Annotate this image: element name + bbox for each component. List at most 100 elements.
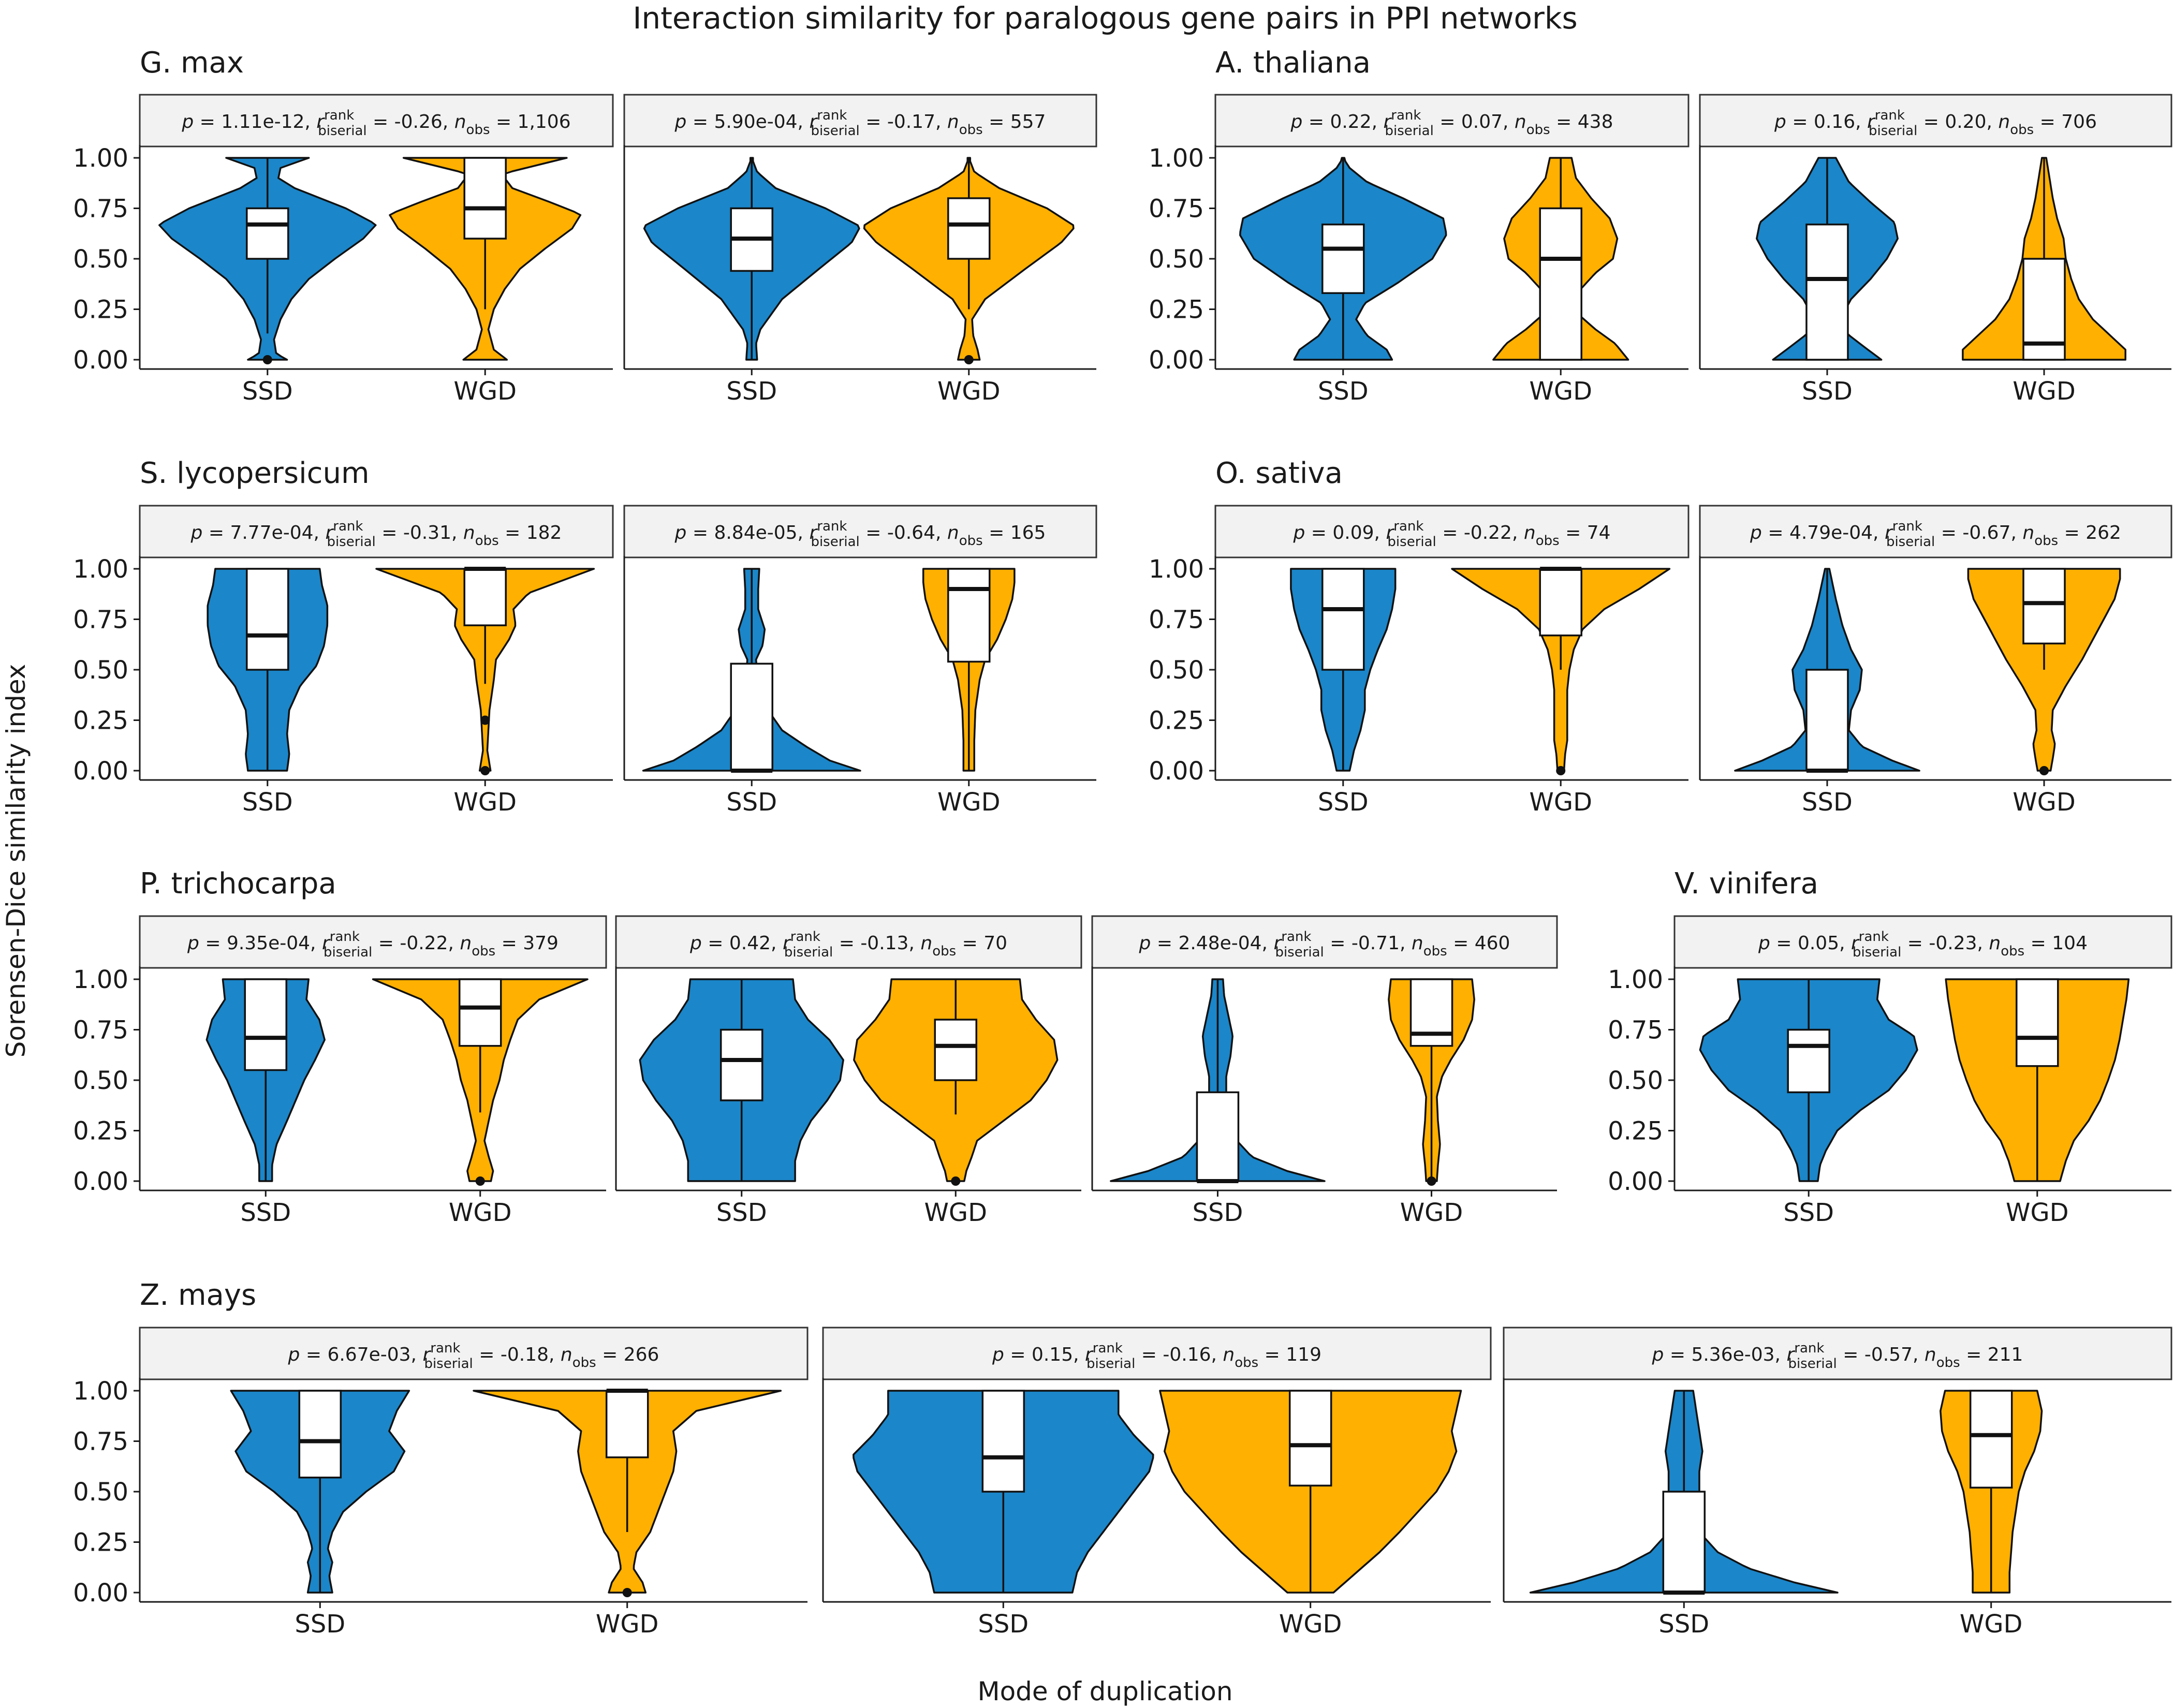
y-tick-label: 0.25 — [73, 1528, 128, 1557]
x-tick-label: WGD — [1960, 1610, 2023, 1639]
box-iqr — [607, 1391, 648, 1457]
outlier-point — [480, 766, 490, 775]
outlier-point — [480, 716, 490, 725]
x-tick-label: SSD — [1658, 1610, 1709, 1639]
box-iqr — [247, 569, 288, 670]
x-tick-label: WGD — [1529, 377, 1592, 406]
y-tick-label: 0.50 — [73, 1066, 128, 1095]
y-tick-label: 0.00 — [73, 1167, 128, 1196]
species-group: V. vinifera p = 0.05, rrank biserial = -0.… — [1608, 867, 2171, 1227]
y-tick-label: 0.00 — [73, 346, 128, 375]
y-tick-label: 0.25 — [1608, 1117, 1663, 1146]
x-tick-label: WGD — [1279, 1610, 1342, 1639]
outlier-point — [964, 355, 974, 364]
y-tick-label: 0.25 — [73, 296, 128, 325]
x-tick-label: WGD — [924, 1198, 987, 1227]
outlier-point — [476, 1176, 485, 1186]
y-tick-label: 0.25 — [1149, 706, 1204, 735]
facet-panel: p = 0.42, rrank biserial = -0.13, nobs = … — [616, 916, 1081, 1227]
x-tick-label: SSD — [716, 1198, 767, 1227]
outlier-point — [1556, 766, 1565, 775]
outlier-point — [951, 1176, 960, 1186]
y-tick-label: 1.00 — [73, 144, 128, 173]
outlier-point — [2039, 766, 2049, 775]
x-tick-label: SSD — [978, 1610, 1029, 1639]
x-tick-label: WGD — [2006, 1198, 2069, 1227]
y-tick-label: 0.25 — [1149, 296, 1204, 325]
y-tick-label: 0.75 — [1149, 195, 1204, 224]
y-tick-label: 0.00 — [1149, 757, 1204, 786]
box-iqr — [948, 198, 990, 259]
box-iqr — [247, 209, 288, 259]
species-group: A. thalianap = 0.22, rrank biserial = 0.0… — [1149, 46, 2171, 406]
box-iqr — [1971, 1391, 2012, 1488]
box-iqr — [245, 979, 286, 1070]
x-tick-label: SSD — [295, 1610, 345, 1639]
species-label: G. max — [140, 46, 244, 80]
facet-panel: p = 2.48e-04, rrank biserial = -0.71, nob… — [1092, 916, 1557, 1227]
y-tick-label: 1.00 — [73, 555, 128, 584]
box-iqr — [935, 1020, 976, 1080]
species-group: Z. mays p = 6.67e-03, rrank biserial = -0.… — [73, 1278, 2171, 1639]
x-tick-label: SSD — [726, 788, 777, 817]
x-tick-label: WGD — [1400, 1198, 1463, 1227]
y-tick-label: 0.00 — [73, 757, 128, 786]
y-tick-label: 1.00 — [73, 965, 128, 994]
box-iqr — [1663, 1492, 1705, 1593]
y-tick-label: 0.75 — [73, 606, 128, 635]
facet-panel: p = 0.09, rrank biserial = -0.22, nobs = … — [1149, 506, 1688, 817]
box-iqr — [1197, 1092, 1238, 1181]
facet-panel: p = 0.16, rrank biserial = 0.20, nobs = 7… — [1700, 95, 2171, 406]
x-tick-label: WGD — [596, 1610, 659, 1639]
species-group: G. max p = 1.11e-12, rrank biserial = -0.2… — [73, 46, 1096, 406]
y-tick-label: 0.25 — [73, 1117, 128, 1146]
x-tick-label: WGD — [937, 377, 1001, 406]
facet-panel: p = 7.77e-04, rrank biserial = -0.31, nob… — [73, 506, 613, 817]
x-tick-label: WGD — [453, 377, 517, 406]
species-label: V. vinifera — [1674, 867, 1818, 901]
species-label: Z. mays — [140, 1278, 256, 1312]
y-tick-label: 0.50 — [1149, 656, 1204, 685]
species-group: S. lycopersicum p = 7.77e-04, rrank biseri… — [73, 457, 1096, 817]
box-iqr — [2023, 569, 2065, 643]
facet-panel: p = 6.67e-03, rrank biserial = -0.18, nob… — [73, 1328, 807, 1639]
y-tick-label: 0.25 — [73, 706, 128, 735]
facet-panel: p = 9.35e-04, rrank biserial = -0.22, nob… — [73, 916, 606, 1227]
y-tick-label: 1.00 — [1149, 555, 1204, 584]
x-axis-label: Mode of duplication — [977, 1676, 1232, 1706]
facet-panel: p = 1.11e-12, rrank biserial = -0.26, nob… — [73, 95, 613, 406]
box-iqr — [1806, 670, 1848, 771]
box-iqr — [460, 979, 501, 1046]
y-tick-label: 0.75 — [73, 1016, 128, 1045]
facet-panel: p = 0.22, rrank biserial = 0.07, nobs = 4… — [1149, 95, 1688, 406]
x-tick-label: WGD — [2013, 377, 2076, 406]
species-group: O. sativa p = 0.09, rrank biserial = -0.22… — [1149, 457, 2171, 817]
x-tick-label: SSD — [1802, 377, 1853, 406]
box-iqr — [948, 569, 990, 661]
y-tick-label: 0.00 — [73, 1579, 128, 1608]
x-tick-label: SSD — [240, 1198, 291, 1227]
species-label: P. trichocarpa — [140, 867, 336, 901]
y-tick-label: 0.50 — [73, 656, 128, 685]
species-label: S. lycopersicum — [140, 457, 370, 490]
y-axis-label: Sorensen-Dice similarity index — [1, 664, 31, 1058]
box-iqr — [982, 1391, 1024, 1492]
x-tick-label: SSD — [242, 788, 293, 817]
species-group: P. trichocarpa p = 9.35e-04, rrank biseria… — [73, 867, 1557, 1227]
y-tick-label: 0.00 — [1149, 346, 1204, 375]
box-iqr — [1788, 1030, 1829, 1093]
y-tick-label: 1.00 — [73, 1377, 128, 1406]
facet-panel: p = 0.05, rrank biserial = -0.23, nobs = … — [1608, 916, 2171, 1227]
box-iqr — [721, 1030, 762, 1101]
y-tick-label: 0.50 — [73, 1478, 128, 1507]
box-iqr — [1323, 569, 1364, 670]
facet-panel: p = 4.79e-04, rrank biserial = -0.67, nob… — [1700, 506, 2171, 817]
x-tick-label: SSD — [1318, 377, 1369, 406]
box-iqr — [731, 664, 772, 771]
facet-panels: G. max p = 1.11e-12, rrank biserial = -0.2… — [73, 46, 2171, 1639]
x-tick-label: SSD — [242, 377, 293, 406]
box-iqr — [299, 1391, 341, 1478]
x-tick-label: WGD — [1529, 788, 1592, 817]
y-tick-label: 0.00 — [1608, 1167, 1663, 1196]
